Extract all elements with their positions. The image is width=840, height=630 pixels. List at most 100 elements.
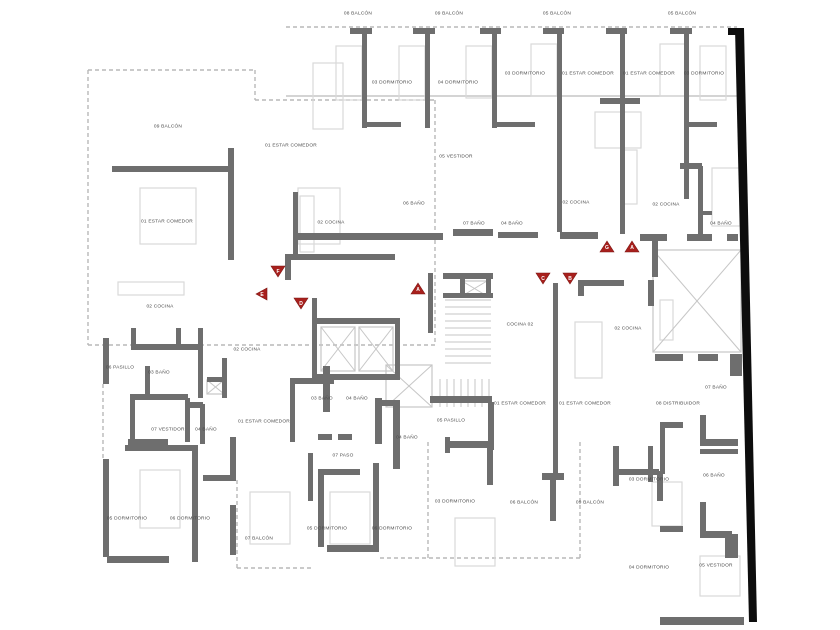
room-label: 01 ESTAR COMEDOR — [141, 219, 193, 225]
room-label: 03 DORMITORIO — [505, 71, 545, 77]
room-label: 03 DORMITORIO — [372, 80, 412, 86]
section-marker-triangle — [270, 265, 286, 278]
room-label: 07 VESTIDOR — [151, 427, 185, 433]
room-label: 04 BAÑO — [396, 434, 418, 441]
room-label: 09 BALCÓN — [154, 123, 183, 130]
room-label: COCINA 02 — [507, 322, 534, 328]
wall-segment — [725, 534, 738, 558]
room-label: 04 BAÑO — [710, 220, 732, 227]
wall-segment — [230, 437, 236, 481]
room-label: 06 PASILLO — [106, 365, 134, 371]
room-label: 05 VESTIDOR — [699, 563, 733, 569]
room-label: 05 DORMITORIO — [307, 526, 347, 532]
wall-segment — [640, 234, 667, 241]
wall-segment — [425, 30, 430, 128]
wall-segment — [560, 232, 598, 239]
wall-segment — [480, 28, 501, 34]
wall-segment — [730, 354, 742, 376]
furniture-outline — [335, 45, 363, 101]
room-label: 05 BALCÓN — [543, 10, 572, 17]
wall-segment — [192, 445, 198, 562]
wall-segment — [700, 211, 712, 215]
section-marker-letter: A — [416, 287, 420, 293]
room-label: 02 COCINA — [614, 326, 642, 332]
furniture-outline — [574, 321, 603, 379]
room-label: 02 COCINA — [317, 220, 345, 226]
wall-segment — [207, 377, 227, 382]
wall-segment — [700, 449, 738, 454]
furniture-outline — [623, 149, 638, 205]
room-label: 03 BAÑO — [148, 369, 170, 376]
room-label: 04 BAÑO — [501, 220, 523, 227]
shaft-box — [385, 364, 433, 408]
room-label: 06 BAÑO — [403, 200, 425, 207]
room-label: 04 DORMITORIO — [438, 80, 478, 86]
wall-segment — [727, 234, 738, 241]
room-label: 04 DORMITORIO — [629, 565, 669, 571]
furniture-outline — [530, 43, 558, 97]
wall-segment — [553, 283, 558, 473]
wall-segment — [112, 166, 228, 172]
wall-segment — [443, 293, 493, 298]
wall-segment — [290, 378, 334, 384]
wall-segment — [648, 280, 654, 306]
wall-segment — [648, 446, 653, 482]
wall-segment — [606, 28, 627, 34]
wall-segment — [428, 273, 433, 333]
shaft-diagonal — [358, 326, 394, 372]
wall-segment — [492, 30, 497, 128]
wall-segment — [700, 531, 732, 538]
room-label: 05 VESTIDOR — [439, 154, 473, 160]
room-label: 04 BAÑO — [195, 426, 217, 433]
wall-segment — [413, 28, 435, 34]
section-marker-letter: E — [260, 292, 264, 298]
room-label: 04 BAÑO — [346, 395, 368, 402]
wall-segment — [130, 396, 135, 443]
wall-segment — [689, 122, 717, 127]
wall-segment — [188, 402, 203, 408]
wall-segment — [557, 30, 562, 128]
shaft-diagonal — [206, 379, 225, 395]
wall-segment — [557, 128, 562, 232]
wall-segment — [293, 192, 298, 258]
wall-segment — [460, 277, 465, 297]
furniture-outline — [299, 195, 315, 253]
section-marker-letter: D — [299, 301, 303, 307]
wall-segment — [578, 280, 584, 296]
room-label: 02 COCINA — [233, 347, 261, 353]
wall-segment — [620, 128, 625, 234]
wall-segment — [312, 298, 317, 320]
wall-segment — [443, 273, 493, 279]
wall-segment — [318, 434, 332, 440]
wall-segment — [497, 122, 535, 127]
room-label: 03 DORMITORIO — [684, 71, 724, 77]
wall-segment — [367, 122, 401, 127]
room-label: 01 ESTAR COMEDOR — [238, 419, 290, 425]
room-label: 01 ESTAR COMEDOR — [265, 143, 317, 149]
wall-segment — [447, 441, 488, 448]
wall-segment — [600, 98, 640, 104]
room-label: 07 PASO — [332, 453, 353, 459]
section-marker-triangle — [562, 272, 578, 285]
wall-segment — [542, 473, 564, 480]
wall-segment — [327, 545, 379, 552]
wall-segment — [380, 400, 400, 406]
furniture-outline — [139, 469, 181, 529]
room-label: 07 BAÑO — [463, 220, 485, 227]
room-label: 03 DORMITORIO — [435, 499, 475, 505]
room-label: 06 DORMITORIO — [170, 516, 210, 522]
wall-segment — [362, 30, 367, 128]
wall-segment — [655, 354, 683, 361]
room-label: 06 BAÑO — [703, 472, 725, 479]
wall-segment — [698, 166, 703, 236]
section-marker-triangle — [535, 272, 551, 285]
wall-segment — [200, 404, 205, 444]
room-label: 09 BALCÓN — [435, 10, 464, 17]
wall-segment — [687, 234, 712, 241]
wall-segment — [700, 502, 706, 536]
section-marker-letter: A — [630, 245, 634, 251]
wall-segment — [103, 459, 109, 557]
section-marker-triangle — [255, 287, 268, 301]
wall-segment — [125, 445, 193, 451]
